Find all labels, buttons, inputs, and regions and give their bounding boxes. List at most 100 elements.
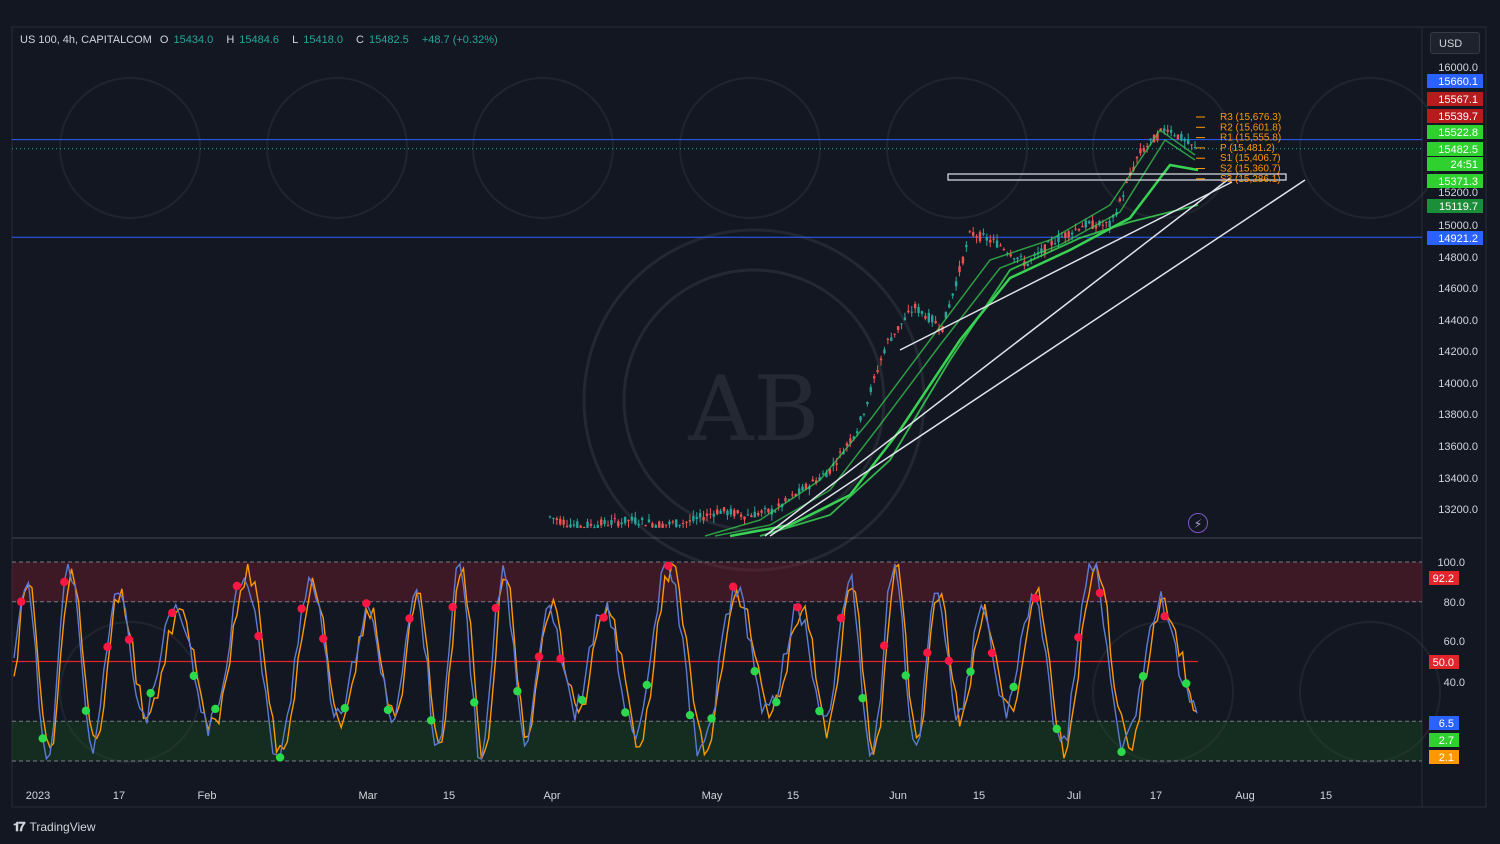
price-tick-label: 15000.0	[1438, 220, 1478, 232]
stoch-cross-dot	[38, 734, 47, 743]
high-label: H	[226, 34, 235, 46]
price-badge-label: 24:51	[1450, 159, 1478, 171]
candle-body	[787, 499, 791, 501]
candle-body	[627, 519, 630, 522]
moving-average-line-0	[704, 128, 1196, 537]
stoch-cross-dot	[1052, 724, 1061, 734]
tradingview-logo[interactable]: 𝟏𝟕 TradingView	[13, 819, 96, 835]
stoch-cross-dot	[728, 582, 738, 591]
time-tick-label: May	[702, 790, 723, 802]
lightning-icon[interactable]: ⚡	[1188, 513, 1208, 533]
price-tick-label: 14600.0	[1438, 283, 1478, 295]
svg-text:AB: AB	[687, 357, 819, 462]
trendline-channel	[899, 181, 1233, 351]
close-value: 15482.5	[369, 34, 409, 46]
candle-body	[1057, 235, 1060, 243]
candle-body	[729, 508, 733, 515]
candle-body	[1081, 226, 1084, 228]
candle-body	[968, 231, 971, 233]
candle-body	[876, 370, 879, 373]
osc-badge	[1429, 733, 1459, 747]
price-badge-label: 15660.1	[1438, 76, 1478, 88]
pivot-label: R1 (15,555.8)	[1220, 133, 1281, 144]
stoch-cross-dot	[146, 688, 155, 698]
stoch-cross-dot	[556, 654, 565, 663]
candle-body	[896, 326, 900, 330]
osc-badge-label: 2.7	[1439, 735, 1454, 747]
stoch-cross-dot	[470, 698, 479, 707]
candle-body	[777, 503, 780, 507]
time-tick-label: 15	[443, 790, 455, 802]
pivot-label: S1 (15,406.7)	[1220, 153, 1281, 164]
price-badge-label: 14921.2	[1438, 233, 1478, 245]
candle-body	[797, 488, 801, 494]
candle-body	[572, 524, 576, 526]
candle-body	[879, 358, 883, 361]
candle-body	[746, 514, 750, 516]
candle-body	[1101, 224, 1105, 226]
candle-body	[794, 493, 797, 497]
price-tick-label: 13400.0	[1438, 473, 1478, 485]
candle-body	[716, 509, 719, 515]
time-tick-label: 17	[1150, 790, 1162, 802]
candle-body	[664, 524, 668, 526]
candle-body	[934, 321, 937, 324]
price-badge	[1427, 157, 1483, 171]
stoch-cross-dot	[1074, 633, 1083, 642]
candle-body	[599, 519, 603, 526]
candle-body	[726, 510, 729, 516]
candle-body	[1122, 195, 1125, 197]
price-badge	[1427, 74, 1483, 88]
stoch-cross-dot	[836, 613, 846, 623]
candle-body	[920, 311, 924, 314]
price-badge	[1427, 142, 1483, 156]
candle-body	[767, 508, 770, 513]
candle-body	[634, 517, 637, 524]
candle-body	[647, 519, 651, 523]
candle-body	[1074, 228, 1077, 230]
time-tick-label: Apr	[543, 790, 560, 802]
candle-body	[1193, 146, 1197, 148]
candle-body	[681, 523, 685, 525]
stoch-cross-dot	[405, 614, 414, 623]
currency-selector[interactable]: USD	[1430, 32, 1480, 54]
candle-body	[989, 239, 992, 243]
candle-body	[606, 525, 610, 527]
candle-body	[910, 311, 913, 313]
open-value: 15434.0	[173, 34, 214, 46]
candle-body	[555, 518, 559, 521]
candle-body	[948, 304, 951, 308]
price-tick-label: 13200.0	[1438, 504, 1478, 516]
candle-body	[961, 256, 965, 264]
stoch-cross-dot	[81, 706, 91, 715]
low-label: L	[292, 34, 299, 46]
candle-body	[992, 238, 995, 240]
stoch-cross-dot	[901, 671, 910, 680]
stoch-cross-dot	[923, 648, 932, 657]
candle-body	[951, 293, 954, 296]
candle-body	[1088, 221, 1091, 224]
candle-body	[1064, 232, 1067, 238]
price-badge-label: 15522.8	[1438, 127, 1478, 139]
price-badge-label: 15371.3	[1438, 176, 1478, 188]
candle-body	[821, 473, 825, 475]
candle-body	[593, 527, 596, 529]
time-tick-label: Mar	[359, 790, 378, 802]
price-badge	[1427, 231, 1483, 245]
candle-body	[900, 323, 903, 325]
candle-body	[811, 479, 814, 482]
stoch-cross-dot	[211, 704, 220, 714]
support-box	[947, 173, 1287, 181]
time-tick-label: Jun	[889, 790, 907, 802]
candle-body	[688, 520, 692, 522]
candle-body	[1173, 135, 1176, 137]
candle-body	[712, 513, 716, 517]
price-badge-label: 15539.7	[1438, 111, 1478, 123]
price-tick-label: 13800.0	[1438, 409, 1478, 421]
candle-body	[1108, 220, 1111, 227]
candle-body	[596, 524, 599, 528]
candle-body	[709, 513, 712, 515]
stoch-cross-dot	[1160, 612, 1169, 621]
candle-body	[702, 516, 705, 521]
